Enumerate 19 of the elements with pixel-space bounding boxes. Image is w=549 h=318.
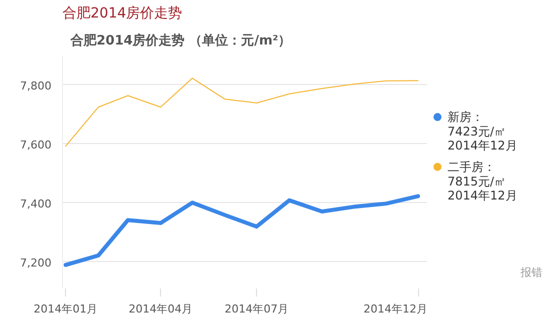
x-tick-label: 2014年07月 [224, 302, 289, 316]
legend-label: 二手房： [448, 160, 496, 174]
x-tick-label: 2014年01月 [34, 302, 98, 316]
line-series [65, 78, 419, 147]
chart-title: 合肥2014房价走势 [62, 6, 182, 22]
line-series [64, 194, 420, 267]
x-tick-label: 2014年04月 [128, 302, 193, 316]
y-tick-label: 7,200 [20, 256, 52, 270]
y-tick-label: 7,800 [20, 79, 52, 92]
text: 7423元/㎡ [448, 124, 506, 139]
text: 2014年12月 [448, 188, 518, 202]
text: 报错 [520, 266, 542, 279]
text: 7815元/㎡ [448, 174, 506, 189]
x-tick-label: 2014年12月 [364, 302, 428, 316]
chart-subtitle: 合肥2014房价走势 （单位：元/m²） [70, 32, 292, 48]
y-tick-label: 7,600 [20, 138, 52, 152]
legend-label: 新房： [448, 110, 484, 124]
y-tick-label: 7,400 [20, 197, 52, 210]
text: 2014年12月 [448, 138, 518, 153]
